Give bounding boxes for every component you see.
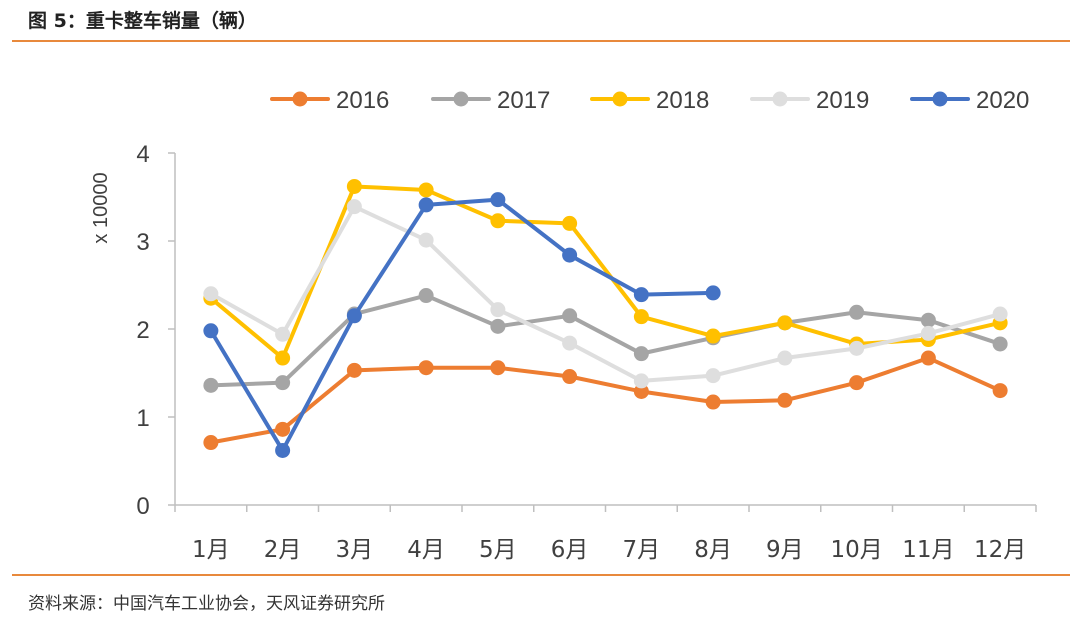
series-line-2016: [208, 356, 1003, 445]
data-point-2016: [275, 421, 291, 437]
legend-label-2018: 2018: [656, 87, 709, 114]
data-point-2016: [992, 383, 1008, 399]
y-tick-label: 4: [136, 141, 149, 168]
data-point-2017: [920, 312, 936, 328]
data-point-2020: [418, 197, 434, 213]
legend-marker-2019: [772, 91, 788, 107]
data-point-2020: [562, 247, 578, 263]
data-point-2017: [849, 304, 865, 320]
data-point-2019: [705, 368, 721, 384]
x-tick-label: 12月: [974, 537, 1026, 563]
data-point-2018: [705, 328, 721, 344]
data-point-2016: [418, 360, 434, 376]
x-tick-label: 10月: [830, 537, 882, 563]
legend-marker-2020: [932, 91, 948, 107]
data-point-2020: [203, 323, 219, 339]
data-point-2018: [346, 178, 362, 194]
data-point-2019: [418, 232, 434, 248]
legend-label-2019: 2019: [816, 87, 869, 114]
data-point-2017: [418, 288, 434, 304]
data-point-2016: [777, 392, 793, 408]
data-point-2019: [346, 199, 362, 215]
series-line-2017: [208, 293, 1003, 388]
data-point-2019: [849, 340, 865, 356]
y-tick-label: 1: [136, 405, 149, 432]
data-point-2016: [705, 394, 721, 410]
data-point-2019: [992, 306, 1008, 322]
data-point-2016: [203, 435, 219, 451]
series-line-2019: [208, 204, 1003, 383]
data-point-2016: [346, 362, 362, 378]
data-point-2020: [633, 287, 649, 303]
x-tick-label: 7月: [623, 537, 661, 563]
legend-label-2016: 2016: [336, 87, 389, 114]
x-tick-label: 1月: [192, 537, 230, 563]
x-tick-label: 9月: [766, 537, 804, 563]
data-point-2020: [346, 308, 362, 324]
x-tick-label: 4月: [407, 537, 445, 563]
data-point-2019: [633, 373, 649, 389]
data-point-2019: [275, 326, 291, 342]
x-tick-label: 11月: [902, 537, 954, 563]
data-point-2017: [203, 377, 219, 393]
data-point-2017: [633, 346, 649, 362]
legend-label-2020: 2020: [976, 87, 1029, 114]
data-point-2017: [275, 375, 291, 391]
x-tick-label: 5月: [479, 537, 517, 563]
y-tick-label: 2: [136, 317, 149, 344]
data-point-2017: [992, 336, 1008, 352]
source-note: 资料来源：中国汽车工业协会，天风证券研究所: [28, 594, 385, 614]
x-tick-label: 3月: [336, 537, 374, 563]
legend-marker-2017: [453, 91, 469, 107]
series-line-2018: [208, 184, 1003, 361]
x-tick-label: 2月: [264, 537, 302, 563]
data-point-2018: [418, 182, 434, 198]
legend-label-2017: 2017: [497, 87, 550, 114]
series-line-2020: [208, 197, 716, 453]
y-tick-label: 3: [136, 229, 149, 256]
data-point-2019: [562, 335, 578, 351]
x-tick-label: 6月: [551, 537, 589, 563]
legend-marker-2018: [612, 91, 628, 107]
data-point-2019: [920, 325, 936, 341]
footer-rule: [12, 574, 1070, 576]
data-point-2018: [562, 215, 578, 231]
data-point-2020: [490, 192, 506, 208]
data-point-2016: [920, 350, 936, 366]
header-rule: [12, 40, 1070, 42]
data-point-2016: [633, 383, 649, 399]
figure-title: 图 5：重卡整车销量（辆）: [28, 10, 257, 32]
data-point-2019: [777, 350, 793, 366]
data-point-2016: [849, 375, 865, 391]
y-tick-label: 0: [136, 493, 149, 520]
data-point-2019: [203, 286, 219, 302]
data-point-2018: [275, 350, 291, 366]
data-point-2017: [562, 308, 578, 324]
data-point-2020: [705, 285, 721, 301]
data-point-2019: [490, 302, 506, 318]
data-point-2016: [490, 360, 506, 376]
x-tick-label: 8月: [694, 537, 732, 563]
data-point-2018: [777, 315, 793, 331]
data-point-2018: [490, 213, 506, 229]
y-axis-title: x 10000: [90, 172, 112, 243]
data-point-2016: [562, 369, 578, 385]
data-point-2018: [633, 309, 649, 325]
data-point-2017: [490, 318, 506, 334]
data-point-2020: [275, 442, 291, 458]
legend-marker-2016: [292, 91, 308, 107]
